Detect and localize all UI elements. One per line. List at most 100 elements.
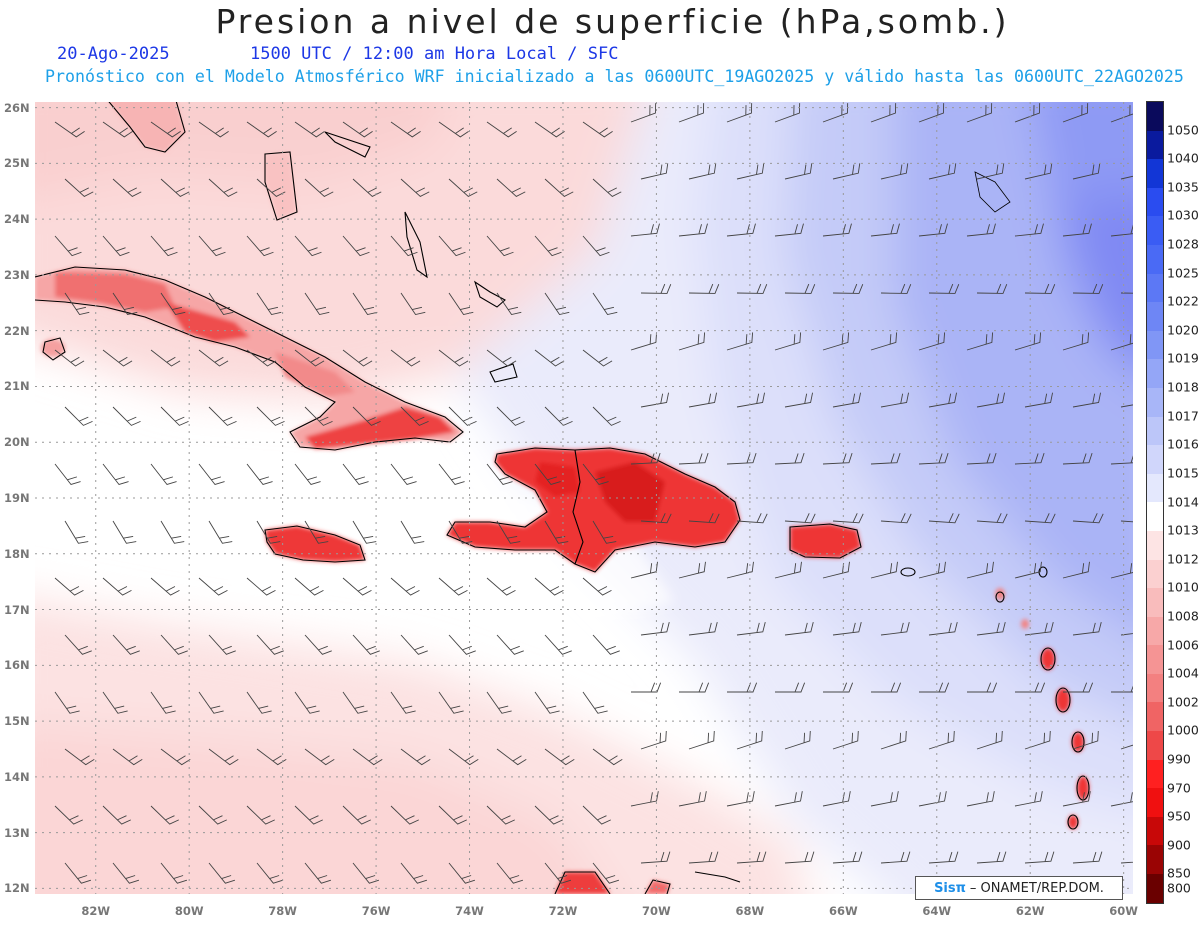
wind-barb xyxy=(208,406,237,426)
color-bar-label-970: 970 xyxy=(1167,780,1191,796)
wind-barb xyxy=(976,392,1005,408)
wind-barb xyxy=(784,622,814,636)
color-bar-label-1030: 1030 xyxy=(1167,207,1199,223)
wind-barb xyxy=(870,561,898,579)
wind-barb xyxy=(208,292,234,316)
wind-barb xyxy=(160,862,188,884)
wind-barb xyxy=(870,332,898,351)
wind-barb xyxy=(822,791,851,807)
land-pressure xyxy=(35,102,1090,894)
color-bar-label-1017: 1017 xyxy=(1167,408,1199,424)
wind-barb xyxy=(544,292,570,316)
wind-barb xyxy=(448,748,479,766)
wind-barb xyxy=(400,178,430,197)
wind-barb xyxy=(1063,682,1094,693)
wind-barb xyxy=(112,520,137,544)
wind-barb xyxy=(64,520,89,544)
wind-barb xyxy=(1024,513,1056,524)
wind-barb xyxy=(246,235,274,257)
wind-barbs xyxy=(54,103,1133,884)
wind-barb xyxy=(976,163,1005,180)
wind-barb xyxy=(880,513,912,524)
wind-barb xyxy=(208,520,233,544)
wind-barb xyxy=(592,292,618,316)
lat-label-25N: 25N xyxy=(4,156,30,171)
forecast-date: 20-Ago-2025 xyxy=(57,44,170,64)
wind-barb xyxy=(678,791,707,807)
color-bar-label-1040: 1040 xyxy=(1167,150,1199,166)
wind-barb xyxy=(592,862,620,884)
lon-label-74W: 74W xyxy=(455,904,484,918)
color-bar-segment xyxy=(1147,273,1163,303)
color-bar-segment xyxy=(1147,616,1163,646)
wind-barb xyxy=(918,561,946,579)
wind-barb xyxy=(1110,563,1133,579)
color-bar-segment xyxy=(1147,130,1163,160)
wind-barb xyxy=(918,223,948,237)
color-bar-label-1008: 1008 xyxy=(1167,608,1199,624)
wind-barb xyxy=(294,805,323,825)
wind-barb xyxy=(1072,392,1102,408)
wind-barb xyxy=(1024,622,1054,636)
wind-barb xyxy=(496,406,525,426)
wind-barb xyxy=(1014,103,1041,123)
color-bar-label-990: 990 xyxy=(1167,751,1191,767)
pressure-field xyxy=(35,102,1133,894)
color-bar-segment xyxy=(1147,187,1163,217)
wind-barb xyxy=(208,178,238,197)
lat-label-12N: 12N xyxy=(4,881,30,896)
wind-barb xyxy=(64,292,90,316)
wind-barb xyxy=(544,748,575,766)
lon-label-64W: 64W xyxy=(922,904,952,918)
wind-barb xyxy=(112,292,138,316)
wind-barb xyxy=(1120,404,1133,408)
wind-barb xyxy=(54,805,83,825)
wind-barb xyxy=(304,178,334,197)
color-bar-segment xyxy=(1147,759,1163,789)
wind-barb xyxy=(448,862,476,884)
color-bar-segment xyxy=(1147,387,1163,417)
wind-barb xyxy=(1072,163,1101,180)
wind-barb xyxy=(246,121,277,138)
wind-barb xyxy=(726,223,756,237)
wind-barb xyxy=(54,577,84,596)
wind-barb xyxy=(592,178,622,197)
wind-barb xyxy=(448,292,474,316)
wind-barb xyxy=(678,561,706,579)
lat-label-19N: 19N xyxy=(4,491,30,505)
wind-barb xyxy=(582,691,608,714)
wind-barb xyxy=(208,748,239,766)
wind-barb xyxy=(102,577,132,596)
lon-label-82W: 82W xyxy=(81,904,111,918)
wind-barb xyxy=(976,513,1008,524)
wind-barb xyxy=(832,163,861,180)
wind-barb xyxy=(304,748,335,766)
wind-barb xyxy=(256,520,281,544)
color-bar-label-1012: 1012 xyxy=(1167,551,1199,567)
wind-barb xyxy=(534,805,563,825)
wind-barb xyxy=(496,178,526,197)
wind-barb xyxy=(246,577,276,596)
wind-barb xyxy=(1072,851,1103,864)
wind-barb xyxy=(630,332,658,351)
color-bar-label-1018: 1018 xyxy=(1167,379,1199,395)
wind-barb xyxy=(486,235,514,257)
lon-label-72W: 72W xyxy=(548,904,578,918)
wind-barb xyxy=(496,292,522,316)
wind-barb xyxy=(390,463,417,486)
wind-barb xyxy=(967,682,998,693)
wind-barb xyxy=(150,463,177,486)
wind-barb xyxy=(774,561,802,579)
wind-barb xyxy=(1024,851,1055,864)
wind-barb xyxy=(775,682,806,693)
wind-barb xyxy=(928,163,957,180)
wind-barb xyxy=(726,103,753,123)
wind-barb xyxy=(246,805,275,825)
wind-barb xyxy=(966,223,996,237)
wind-barb xyxy=(688,392,717,408)
color-bar-segment xyxy=(1147,216,1163,245)
color-bar-segment xyxy=(1147,530,1163,560)
wind-barb xyxy=(582,121,613,138)
wind-barb xyxy=(438,463,465,486)
wind-barb xyxy=(352,862,380,884)
